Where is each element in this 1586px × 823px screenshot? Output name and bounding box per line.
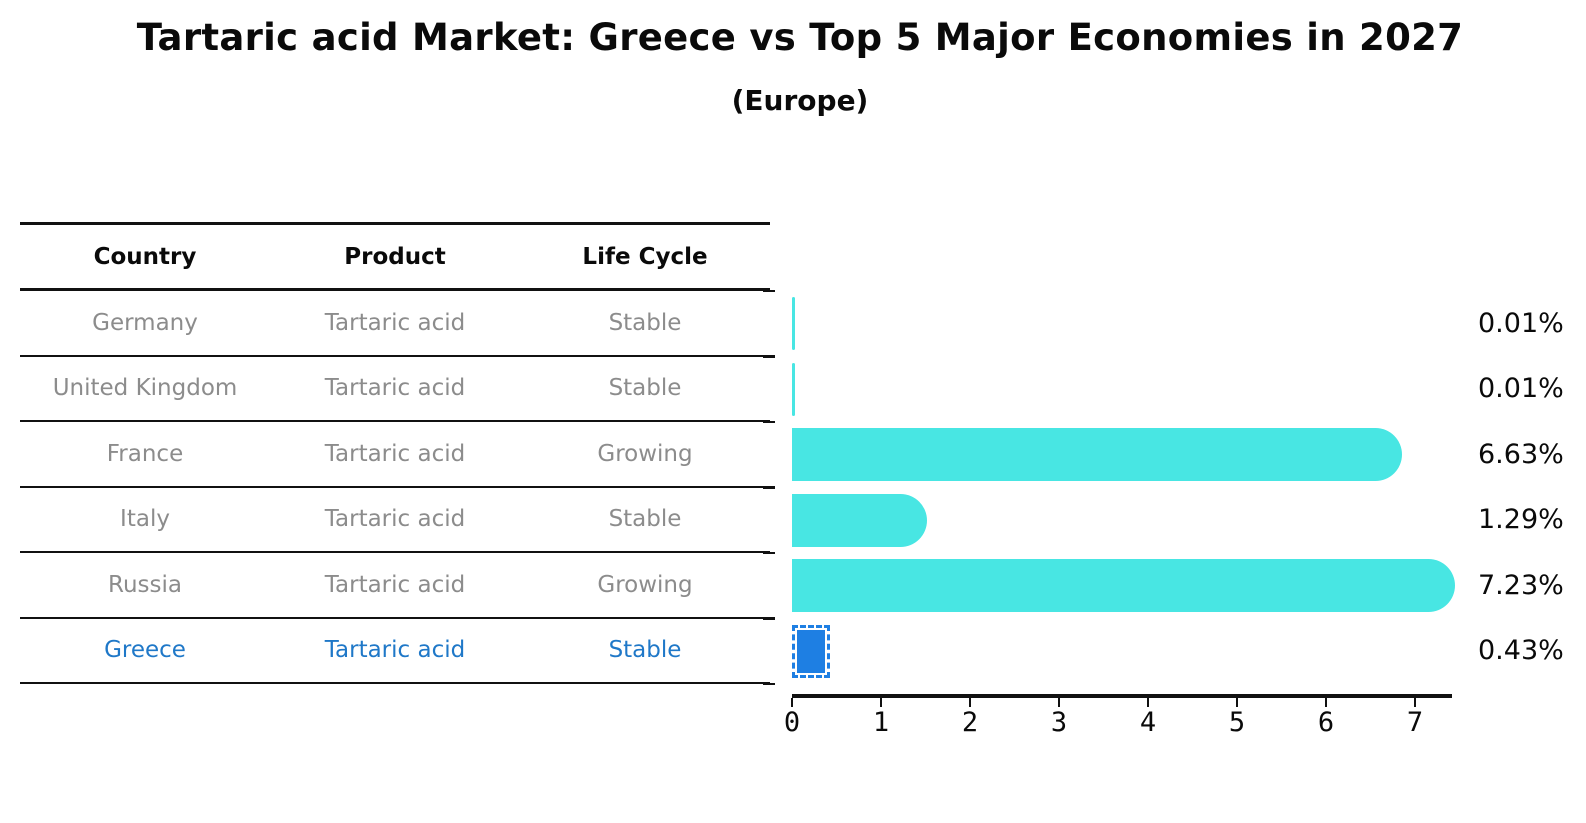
x-axis-tick — [968, 697, 972, 707]
bar-italy — [792, 493, 927, 547]
x-axis-tick — [1146, 697, 1150, 707]
country-table: Country Product Life Cycle Germany Tarta… — [20, 222, 770, 684]
bar-value-label: 0.01% — [1478, 373, 1564, 405]
x-axis-tick-label: 7 — [1406, 707, 1424, 738]
table-row: Russia Tartaric acid Growing — [20, 553, 770, 619]
y-axis-tick — [763, 289, 775, 293]
y-axis-tick — [763, 682, 775, 686]
bar-russia — [792, 559, 1456, 613]
table-row: Germany Tartaric acid Stable — [20, 291, 770, 357]
life-cycle-cell: Stable — [608, 506, 682, 533]
x-axis-tick-label: 4 — [1139, 707, 1157, 738]
chart-subtitle: (Europe) — [731, 84, 869, 117]
life-cycle-cell: Stable — [608, 637, 682, 664]
x-axis-tick — [1413, 697, 1417, 707]
bar-greece-highlighted — [792, 624, 831, 678]
product-cell: Tartaric acid — [324, 440, 466, 467]
y-axis-tick — [763, 355, 775, 358]
x-axis-line — [792, 694, 1452, 698]
x-axis-tick-label: 0 — [783, 707, 801, 738]
product-cell: Tartaric acid — [324, 375, 466, 402]
column-header-life-cycle: Life Cycle — [582, 243, 708, 270]
product-cell: Tartaric acid — [324, 309, 466, 336]
country-cell: Germany — [92, 309, 198, 336]
x-axis-tick — [879, 697, 883, 707]
column-header-country: Country — [93, 243, 197, 270]
y-axis-tick — [763, 617, 775, 620]
x-axis-tick-label: 3 — [1050, 707, 1068, 738]
bar-germany — [792, 297, 795, 351]
bar-value-label: 6.63% — [1478, 438, 1564, 470]
x-axis-tick — [1324, 697, 1328, 707]
x-axis-tick-label: 2 — [961, 707, 979, 738]
chart-title: Tartaric acid Market: Greece vs Top 5 Ma… — [136, 16, 1464, 59]
product-cell: Tartaric acid — [324, 571, 466, 598]
country-cell: Italy — [120, 506, 170, 533]
life-cycle-cell: Growing — [597, 571, 693, 598]
table-header-row: Country Product Life Cycle — [20, 225, 770, 291]
table-row-greece-highlight: Greece Tartaric acid Stable — [20, 619, 770, 684]
bar-value-label: 0.43% — [1478, 635, 1564, 667]
country-cell: United Kingdom — [52, 375, 238, 402]
bar-value-label: 0.01% — [1478, 307, 1564, 339]
bar-value-label: 7.23% — [1478, 569, 1564, 601]
product-cell: Tartaric acid — [324, 506, 466, 533]
table-row: United Kingdom Tartaric acid Stable — [20, 357, 770, 422]
country-cell: France — [106, 440, 184, 467]
life-cycle-cell: Stable — [608, 375, 682, 402]
y-axis-tick — [763, 420, 775, 424]
life-cycle-cell: Growing — [597, 440, 693, 467]
x-axis-tick-label: 5 — [1228, 707, 1246, 738]
life-cycle-cell: Stable — [608, 309, 682, 336]
table-row: Italy Tartaric acid Stable — [20, 488, 770, 553]
x-axis-tick — [790, 697, 794, 707]
table-row: France Tartaric acid Growing — [20, 422, 770, 488]
x-axis-tick-label: 1 — [872, 707, 890, 738]
x-axis-tick — [1235, 697, 1239, 707]
x-axis-tick — [1057, 697, 1061, 707]
product-cell: Tartaric acid — [324, 637, 466, 664]
column-header-product: Product — [344, 243, 446, 270]
bar-value-label: 1.29% — [1478, 504, 1564, 536]
bar-france — [792, 428, 1403, 482]
x-axis-tick-label: 6 — [1317, 707, 1335, 738]
y-axis-tick — [763, 551, 775, 555]
bar-united-kingdom — [792, 362, 795, 416]
country-cell: Russia — [108, 571, 182, 598]
y-axis-tick — [763, 486, 775, 489]
country-cell: Greece — [104, 637, 186, 664]
